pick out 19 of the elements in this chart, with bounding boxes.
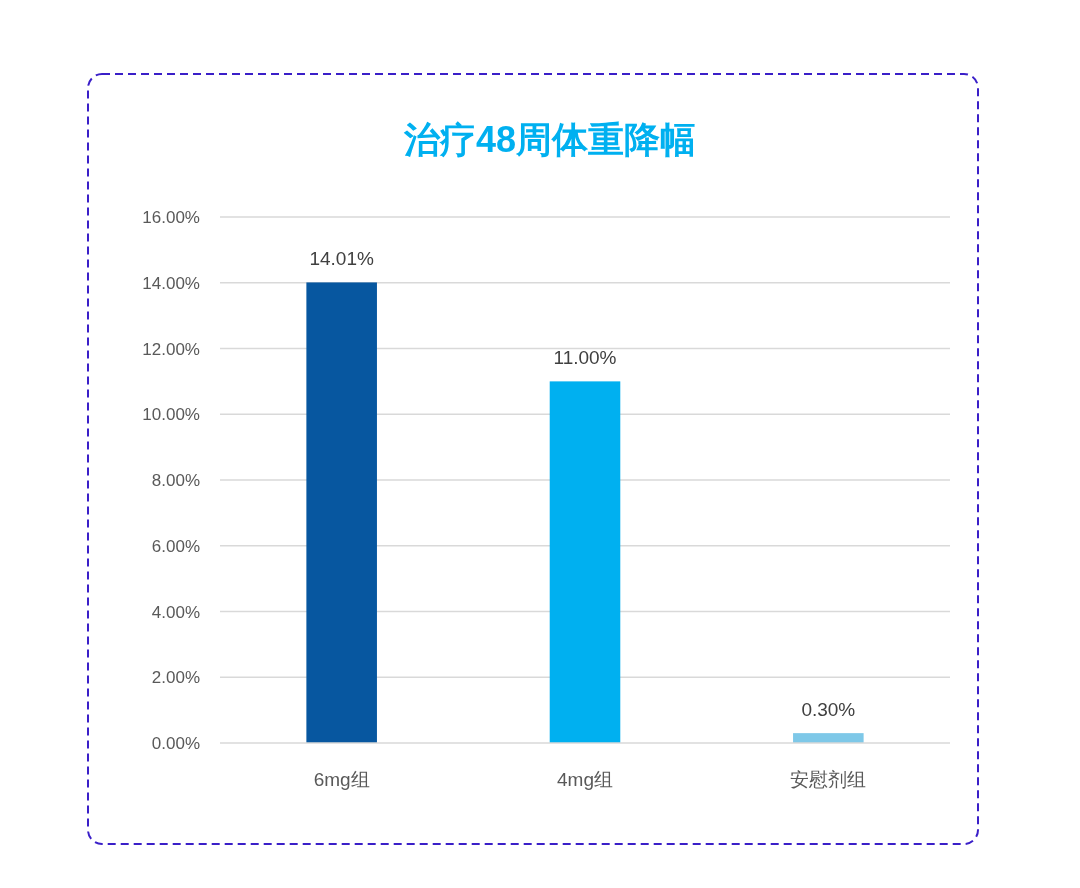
x-tick-label: 6mg组 bbox=[313, 769, 370, 790]
y-tick-label: 16.00% bbox=[142, 208, 200, 227]
x-tick-label: 4mg组 bbox=[557, 769, 613, 790]
bar bbox=[793, 733, 864, 743]
x-tick-label: 安慰剂组 bbox=[790, 769, 867, 790]
bar bbox=[549, 381, 621, 743]
y-tick-label: 12.00% bbox=[142, 339, 200, 359]
y-tick-label: 10.00% bbox=[142, 405, 200, 425]
data-label: 14.01% bbox=[309, 248, 374, 270]
data-label: 0.30% bbox=[801, 699, 856, 721]
y-tick-label: 4.00% bbox=[151, 602, 200, 622]
y-tick-label: 14.00% bbox=[142, 273, 200, 293]
bar bbox=[306, 282, 377, 743]
y-tick-label: 6.00% bbox=[151, 536, 200, 556]
y-tick-label: 2.00% bbox=[151, 668, 200, 688]
chart-title: 治疗48周体重降幅 bbox=[402, 119, 697, 160]
data-label: 11.00% bbox=[553, 347, 617, 369]
y-tick-label: 8.00% bbox=[151, 471, 200, 490]
y-tick-label: 0.00% bbox=[151, 734, 200, 753]
